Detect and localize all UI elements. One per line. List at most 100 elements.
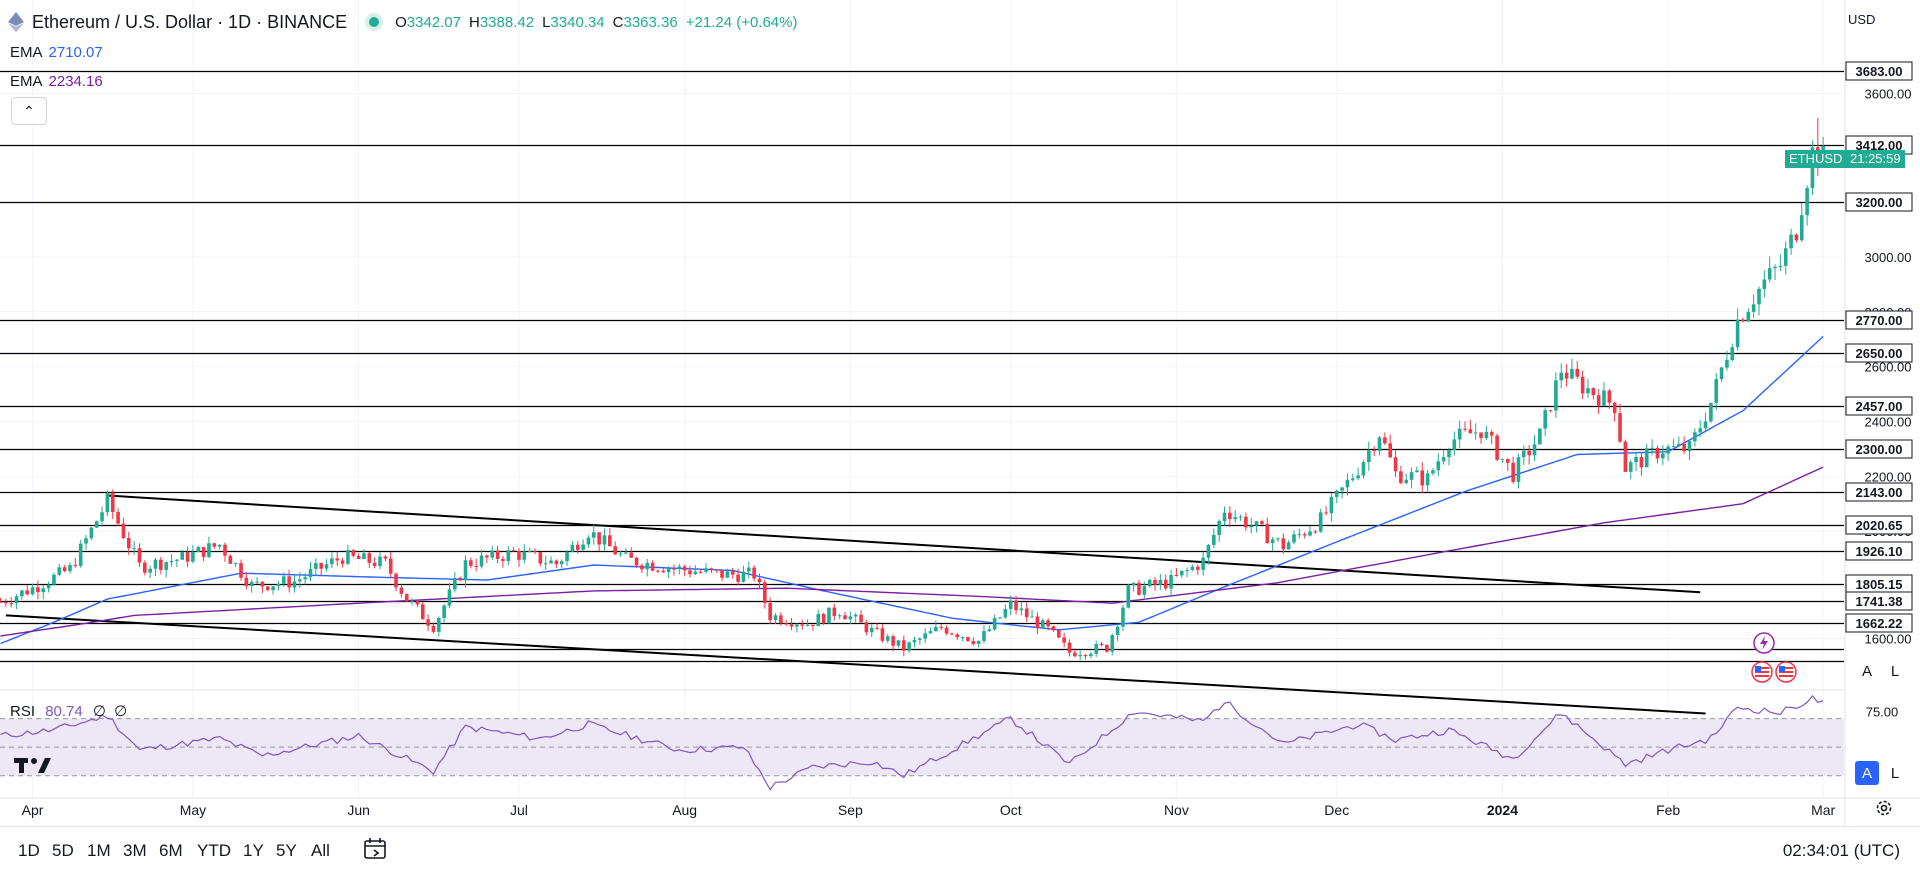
candle-body[interactable] — [704, 568, 708, 572]
candle-body[interactable] — [656, 570, 660, 572]
candle-body[interactable] — [68, 564, 72, 572]
candle-body[interactable] — [1441, 457, 1446, 462]
candle-body[interactable] — [1073, 652, 1077, 657]
candle-body[interactable] — [148, 568, 152, 573]
candle-body[interactable] — [1297, 534, 1302, 536]
trendline[interactable] — [107, 494, 1701, 594]
candle-body[interactable] — [1532, 444, 1537, 456]
tradingview-logo-icon[interactable] — [14, 755, 52, 775]
candle-body[interactable] — [159, 559, 163, 570]
candle-body[interactable] — [1019, 608, 1024, 611]
candle-body[interactable] — [1078, 655, 1082, 657]
candle-body[interactable] — [100, 512, 104, 522]
candle-body[interactable] — [918, 638, 922, 641]
candle-body[interactable] — [356, 555, 361, 559]
candle-body[interactable] — [1201, 557, 1205, 570]
candle-body[interactable] — [1522, 450, 1526, 458]
candle-body[interactable] — [110, 493, 115, 512]
candle-body[interactable] — [164, 562, 168, 570]
candle-body[interactable] — [1751, 304, 1756, 312]
candle-body[interactable] — [1051, 626, 1056, 631]
candle-body[interactable] — [1383, 437, 1387, 444]
candle-body[interactable] — [20, 590, 24, 597]
candle-body[interactable] — [0, 601, 3, 603]
candle-body[interactable] — [950, 633, 954, 635]
candle-body[interactable] — [1062, 637, 1066, 643]
candle-body[interactable] — [586, 537, 591, 545]
candle-body[interactable] — [757, 578, 762, 583]
candle-body[interactable] — [1217, 521, 1221, 535]
candle-body[interactable] — [4, 601, 8, 604]
candle-body[interactable] — [795, 624, 799, 627]
candle-body[interactable] — [57, 567, 62, 575]
candle-body[interactable] — [1356, 475, 1360, 479]
candle-body[interactable] — [752, 567, 756, 579]
market-status-dot[interactable] — [369, 17, 380, 27]
candle-body[interactable] — [308, 568, 313, 578]
candle-body[interactable] — [597, 532, 601, 545]
candle-body[interactable] — [1121, 607, 1125, 627]
candle-body[interactable] — [1741, 319, 1745, 322]
candle-body[interactable] — [1105, 644, 1109, 652]
candle-body[interactable] — [618, 553, 623, 555]
candle-body[interactable] — [436, 618, 441, 632]
candle-body[interactable] — [912, 640, 917, 643]
candle-body[interactable] — [891, 636, 895, 646]
candle-body[interactable] — [549, 560, 553, 564]
candle-body[interactable] — [1190, 566, 1195, 570]
candle-body[interactable] — [14, 596, 19, 604]
candle-body[interactable] — [1709, 402, 1713, 422]
candle-body[interactable] — [1778, 265, 1783, 267]
candle-body[interactable] — [378, 556, 382, 567]
candle-body[interactable] — [1538, 428, 1542, 445]
candle-body[interactable] — [340, 560, 345, 564]
candle-body[interactable] — [1580, 376, 1585, 394]
candle-body[interactable] — [1511, 462, 1515, 482]
candle-body[interactable] — [944, 627, 949, 634]
candle-body[interactable] — [1596, 395, 1601, 406]
candle-body[interactable] — [1570, 368, 1574, 379]
candle-body[interactable] — [1212, 534, 1216, 545]
candle-body[interactable] — [1757, 288, 1761, 305]
candle-body[interactable] — [46, 584, 51, 589]
range-5d-button[interactable]: 5D — [52, 841, 74, 860]
range-5y-button[interactable]: 5Y — [276, 841, 297, 860]
candle-body[interactable] — [768, 603, 772, 620]
candle-body[interactable] — [388, 558, 393, 574]
range-ytd-button[interactable]: YTD — [197, 841, 231, 860]
candle-body[interactable] — [928, 631, 933, 634]
candle-body[interactable] — [239, 563, 243, 578]
candle-body[interactable] — [682, 566, 687, 571]
candle-body[interactable] — [1639, 456, 1644, 468]
candle-body[interactable] — [1575, 368, 1580, 377]
candle-body[interactable] — [1222, 512, 1227, 522]
candle-body[interactable] — [1329, 496, 1334, 514]
candle-body[interactable] — [1623, 441, 1628, 472]
candle-body[interactable] — [1046, 620, 1050, 627]
candle-body[interactable] — [73, 564, 78, 566]
candle-body[interactable] — [848, 616, 853, 620]
candle-body[interactable] — [281, 576, 286, 584]
candle-body[interactable] — [880, 628, 885, 641]
candle-body[interactable] — [458, 577, 462, 581]
candle-body[interactable] — [1099, 644, 1104, 646]
candle-body[interactable] — [287, 576, 291, 588]
candle-body[interactable] — [800, 624, 805, 626]
candle-body[interactable] — [1543, 410, 1548, 429]
candle-body[interactable] — [132, 548, 136, 550]
candle-body[interactable] — [479, 555, 484, 567]
candle-body[interactable] — [1735, 319, 1740, 348]
candle-body[interactable] — [501, 558, 505, 562]
candle-body[interactable] — [1794, 234, 1799, 241]
candle-body[interactable] — [185, 552, 190, 562]
auto-scale-button-rsi[interactable]: A — [1855, 761, 1879, 785]
candle-body[interactable] — [869, 627, 874, 633]
candle-body[interactable] — [661, 570, 666, 573]
candle-body[interactable] — [1436, 461, 1441, 471]
candle-body[interactable] — [517, 551, 521, 560]
candle-body[interactable] — [1372, 450, 1376, 452]
candle-body[interactable] — [559, 561, 564, 565]
candle-body[interactable] — [1495, 435, 1499, 460]
candle-body[interactable] — [1030, 616, 1034, 618]
candle-body[interactable] — [1169, 574, 1173, 589]
